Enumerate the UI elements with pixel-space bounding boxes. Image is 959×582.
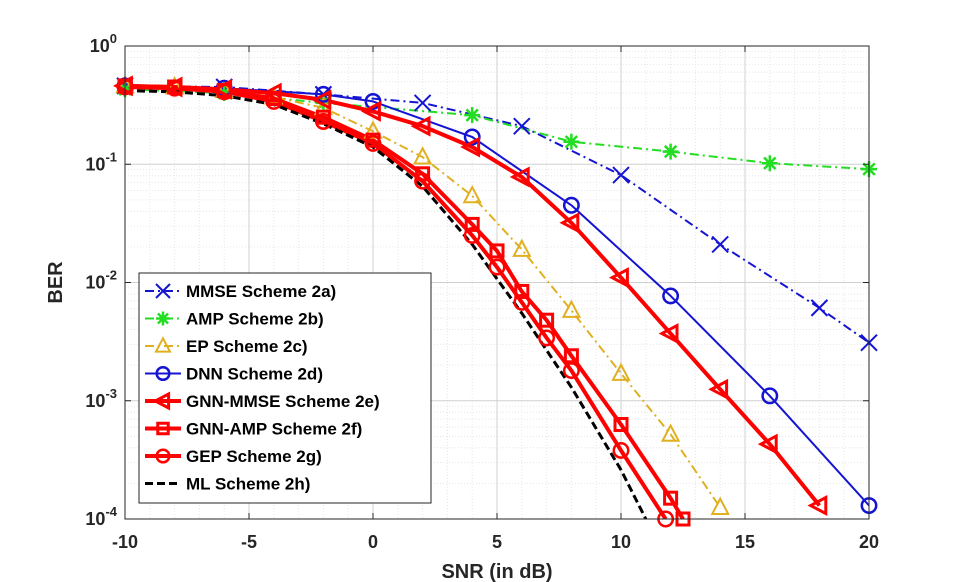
legend-label: GNN-MMSE Scheme 2e): [186, 392, 380, 411]
data-point: [215, 83, 233, 101]
legend-label: EP Scheme 2c): [186, 337, 308, 356]
legend-marker: [155, 365, 171, 382]
x-tick-label: 0: [368, 532, 378, 552]
data-point: [414, 172, 432, 190]
data-point: [710, 496, 730, 515]
x-tick-label: -5: [241, 532, 257, 552]
data-point: [539, 312, 555, 328]
data-point: [413, 94, 432, 112]
data-point: [761, 387, 779, 405]
data-point: [166, 79, 184, 97]
data-point: [265, 92, 283, 110]
y-tick-label: 100: [90, 31, 117, 56]
data-point: [463, 226, 481, 244]
data-point: [512, 238, 532, 257]
data-point: [612, 441, 630, 459]
data-point: [514, 283, 530, 299]
data-point: [360, 100, 381, 122]
legend-marker: [155, 448, 171, 464]
data-point: [363, 120, 383, 139]
data-point: [807, 495, 828, 517]
data-point: [488, 258, 506, 276]
data-point: [761, 155, 778, 172]
legend-label: GEP Scheme 2g): [186, 447, 322, 466]
data-point: [513, 293, 531, 311]
legend: MMSE Scheme 2a) AMP Scheme 2b) EP Scheme 2…: [138, 272, 432, 504]
legend-box: [138, 272, 432, 504]
data-point: [658, 323, 679, 345]
y-tick-label: 10-4: [85, 504, 117, 529]
data-point: [464, 107, 481, 124]
data-point: [611, 362, 631, 381]
data-point: [757, 433, 778, 455]
data-point: [563, 133, 580, 150]
legend-label: DNN Scheme 2d): [186, 365, 323, 384]
data-point: [415, 166, 431, 182]
legend-label: AMP Scheme 2b): [186, 310, 324, 329]
data-point: [489, 243, 505, 259]
y-tick-label: 10-1: [85, 149, 117, 174]
x-tick-label: 5: [492, 532, 502, 552]
legend-label: GNN-AMP Scheme 2f): [186, 420, 362, 439]
data-point: [708, 378, 729, 400]
data-point: [462, 184, 482, 204]
data-point: [509, 166, 530, 188]
series-line-8: [125, 89, 648, 519]
y-tick-label: 10-3: [85, 386, 117, 411]
legend-label: MMSE Scheme 2a): [186, 282, 336, 301]
data-point: [464, 216, 480, 232]
data-point: [561, 299, 582, 318]
data-point: [412, 146, 433, 165]
legend-marker: [156, 311, 170, 326]
data-point: [662, 143, 679, 160]
y-tick-label: 10-2: [85, 268, 117, 293]
legend-marker: [155, 283, 171, 299]
data-point: [311, 89, 332, 111]
data-point: [460, 136, 481, 158]
data-point: [562, 196, 580, 214]
data-point: [314, 113, 332, 130]
data-point: [662, 287, 680, 305]
ticks: -10 -5 0 5 10 15 20 100 10-1 10-2 10-3 10-4: [85, 31, 879, 552]
data-point: [559, 212, 580, 234]
legend-marker: [154, 336, 172, 353]
data-point: [711, 235, 729, 254]
data-point: [562, 362, 580, 380]
data-point: [810, 299, 829, 317]
x-tick-label: 15: [735, 532, 755, 552]
legend-label: ML Scheme 2h): [186, 475, 310, 494]
data-point: [410, 115, 431, 137]
x-axis-label: SNR (in dB): [441, 561, 552, 582]
data-point: [613, 416, 629, 432]
data-point: [563, 348, 579, 364]
x-tick-label: 20: [859, 532, 879, 552]
data-point: [663, 490, 679, 506]
data-point: [612, 166, 630, 184]
x-tick-label: -10: [112, 532, 138, 552]
legend-marker: [156, 421, 170, 436]
x-tick-label: 10: [611, 532, 631, 552]
data-point: [364, 134, 382, 152]
data-point: [608, 267, 629, 289]
data-point: [538, 329, 556, 347]
data-point: [660, 423, 681, 442]
series-line-5: [125, 83, 821, 507]
data-point: [513, 117, 531, 135]
legend-marker: [152, 391, 171, 411]
y-axis-label: BER: [45, 261, 67, 304]
